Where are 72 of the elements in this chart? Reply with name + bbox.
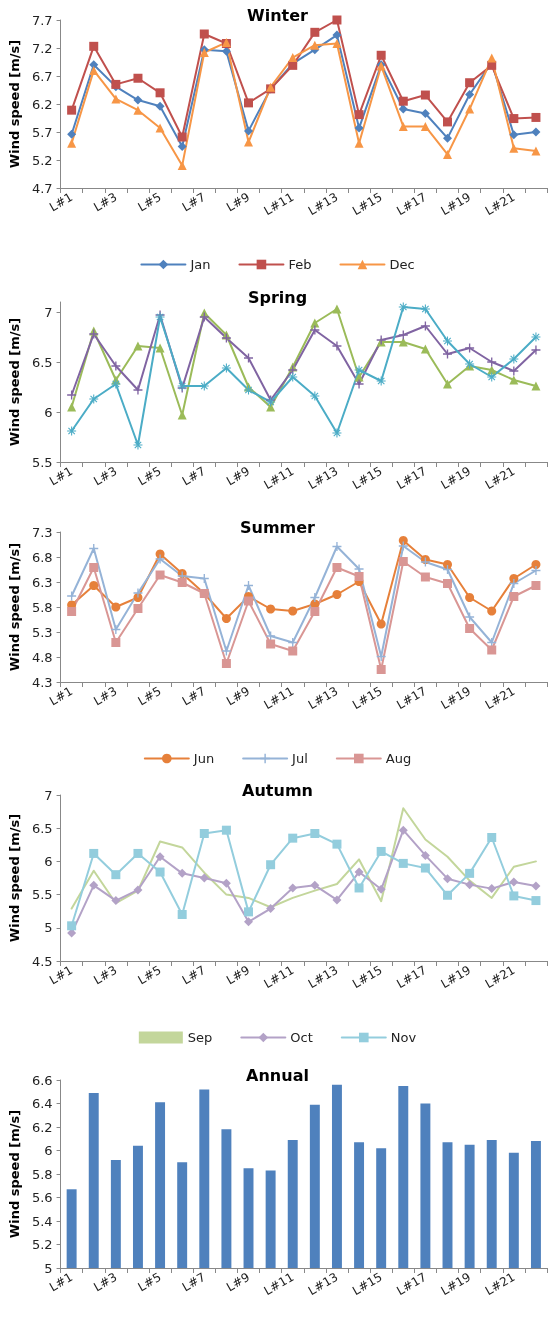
y-tick-label: 5: [44, 1260, 53, 1276]
y-tick-label: 5.5: [31, 887, 53, 903]
x-tick-label: L#5: [135, 962, 164, 988]
y-tick-label: 4.8: [31, 649, 53, 665]
legend-label: Nov: [390, 1030, 417, 1045]
chart-title: Annual: [246, 1065, 309, 1085]
legend-label: Dec: [389, 257, 415, 272]
y-tick-label: 7.2: [31, 40, 53, 56]
x-tick-label: L#7: [179, 189, 208, 215]
x-tick-label: L#5: [135, 189, 164, 215]
x-tick-label: L#5: [135, 463, 164, 489]
x-tick-label: L#3: [91, 189, 120, 215]
y-tick-label: 6: [44, 1143, 53, 1158]
y-tick-label: 6.5: [31, 820, 53, 836]
legend-label: Jul: [291, 751, 308, 766]
y-tick-label: 6.8: [31, 549, 53, 565]
x-tick-label: L#3: [91, 463, 120, 489]
y-tick-label: 5.8: [31, 599, 53, 615]
y-tick-label: 5.5: [31, 454, 53, 470]
chart-title: Summer: [240, 517, 316, 537]
y-tick-label: 6.6: [31, 1072, 53, 1088]
x-tick-label: L#7: [179, 683, 208, 709]
legend-label: Jan: [189, 257, 211, 272]
x-tick-label: L#7: [179, 1269, 208, 1295]
y-axis-title: Wind speed [m/s]: [7, 542, 22, 672]
chart-title: Spring: [247, 287, 308, 307]
y-tick-label: 6.2: [31, 96, 53, 112]
x-tick-label: L#9: [223, 962, 253, 988]
y-tick-label: 6: [44, 853, 53, 869]
y-tick-label: 5.7: [31, 124, 53, 140]
x-tick-label: L#3: [91, 683, 120, 709]
x-tick-label: L#3: [91, 1269, 120, 1295]
legend-label: Jun: [192, 751, 215, 766]
y-axis-title: Wind speed [m/s]: [7, 813, 22, 943]
y-tick-label: 5.8: [31, 1166, 53, 1182]
y-axis-title: Wind speed [m/s]: [7, 39, 22, 169]
x-tick-label: L#9: [223, 189, 253, 215]
y-tick-label: 7.7: [31, 12, 53, 28]
chart-title: Autumn: [242, 780, 313, 800]
y-tick-label: 5.2: [31, 152, 53, 168]
x-tick-label: L#5: [135, 1269, 164, 1295]
x-tick-label: L#3: [91, 962, 120, 988]
legend-label: Sep: [187, 1030, 213, 1045]
y-tick-label: 5.6: [31, 1190, 53, 1205]
y-tick-label: 7.3: [31, 524, 53, 540]
y-tick-label: 5.3: [31, 624, 53, 640]
y-tick-label: 6.4: [31, 1096, 53, 1111]
x-tick-label: L#5: [135, 683, 164, 709]
legend-label: Feb: [288, 257, 312, 272]
y-tick-label: 5.4: [31, 1213, 53, 1229]
y-axis-title: Wind speed [m/s]: [7, 317, 22, 447]
y-tick-label: 4.5: [31, 953, 53, 969]
legend-label: Oct: [290, 1030, 313, 1045]
y-tick-label: 6.5: [31, 354, 53, 370]
y-tick-label: 5: [44, 920, 53, 936]
x-tick-label: L#7: [179, 962, 208, 988]
y-tick-label: 4.3: [31, 674, 53, 690]
x-tick-label: L#9: [223, 683, 253, 709]
y-tick-label: 7: [44, 787, 53, 803]
legend-label: Aug: [385, 751, 412, 766]
y-tick-label: 7: [44, 304, 53, 320]
y-tick-label: 6: [44, 404, 53, 420]
chart-title: Winter: [247, 5, 309, 25]
y-tick-label: 4.7: [31, 180, 53, 196]
y-tick-label: 6.7: [31, 68, 53, 84]
x-tick-label: L#9: [223, 463, 253, 489]
x-tick-label: L#9: [223, 1269, 253, 1295]
y-axis-title: Wind speed [m/s]: [7, 1109, 22, 1239]
y-tick-label: 5.2: [31, 1237, 53, 1252]
y-tick-label: 6.3: [31, 574, 53, 590]
x-tick-label: L#7: [179, 463, 208, 489]
y-tick-label: 6.2: [31, 1119, 53, 1135]
